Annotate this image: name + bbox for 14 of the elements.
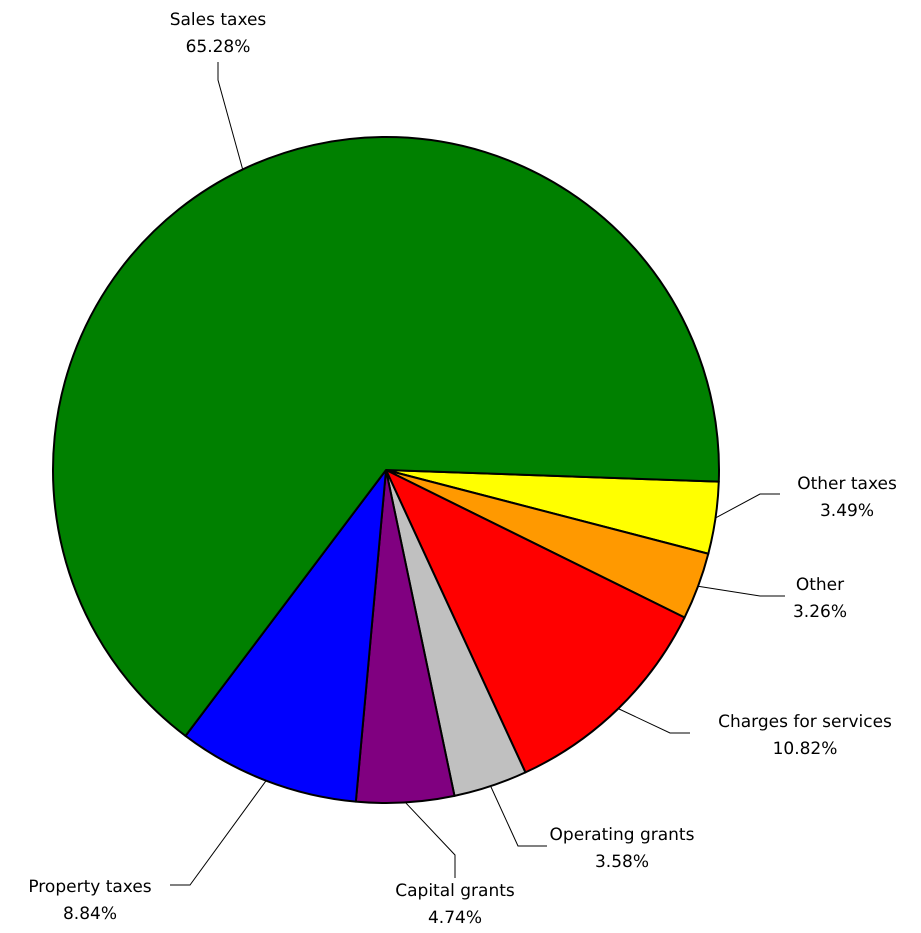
data-label: 10.82%: [772, 739, 838, 759]
slice-label: Other taxes: [797, 474, 897, 494]
data-label: 4.74%: [428, 908, 482, 928]
data-label: 3.26%: [792, 602, 848, 622]
data-label: 65.28%: [186, 37, 250, 57]
slice-label: Other: [796, 575, 844, 595]
slice-label: Property taxes: [28, 877, 152, 897]
slice-label: Sales taxes: [170, 10, 266, 30]
data-label: 8.84%: [62, 904, 118, 924]
slice-label: Capital grants: [395, 881, 515, 901]
legend-label: Charges for services: [718, 712, 892, 732]
data-label: 3.58%: [594, 852, 650, 872]
slice-label: Operating grants: [550, 825, 695, 845]
data-label: 3.49%: [820, 501, 874, 521]
